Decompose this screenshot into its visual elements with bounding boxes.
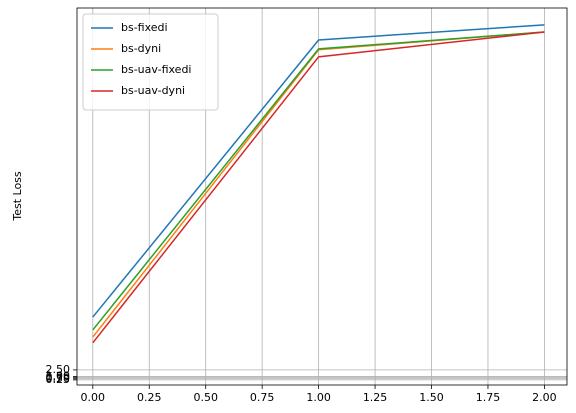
legend-label: bs-fixedi [121,21,168,34]
y-tick-label: 0.25 [46,373,71,386]
x-tick-label: 1.00 [306,391,331,404]
y-tick-label: 0.75 [46,371,71,384]
y-tick-label: 1.00 [46,370,71,383]
legend-box [82,13,219,111]
series-line [92,31,545,331]
x-tick-label: 0.50 [193,391,218,404]
x-tick-label: 1.50 [419,391,444,404]
legend-label: bs-dyni [121,42,161,55]
x-tick-label: 1.75 [476,391,501,404]
x-tick-label: 0.75 [250,391,275,404]
legend-label: bs-uav-fixedi [121,63,192,76]
x-tick-label: 1.25 [363,391,388,404]
y-axis-label: Test Loss [11,171,24,222]
plot-frame [76,7,568,386]
x-tick-label: 0.00 [81,391,106,404]
y-tick-label: 0.50 [46,372,71,385]
x-tick-label: 2.00 [532,391,557,404]
series-line [92,24,545,318]
y-tick-label: 2.50 [46,363,71,376]
legend-label: bs-uav-dyni [121,84,185,97]
series-line [92,31,545,344]
x-tick-label: 0.25 [137,391,162,404]
